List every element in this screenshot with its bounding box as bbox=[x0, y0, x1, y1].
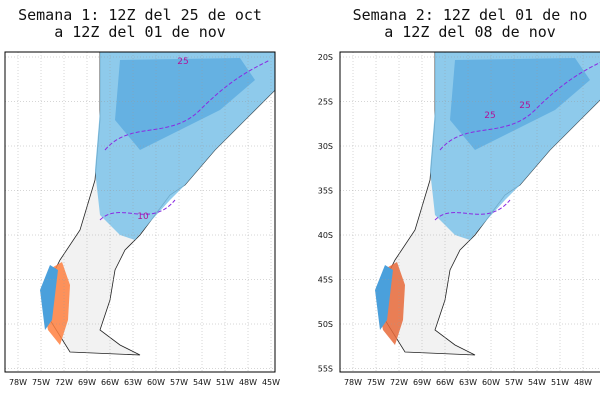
panel-title: a 12Z del 08 de nov bbox=[384, 23, 556, 41]
x-label: 78W bbox=[344, 378, 362, 387]
x-label: 69W bbox=[78, 378, 96, 387]
map-frame bbox=[339, 51, 600, 373]
y-label: 25S bbox=[318, 98, 333, 107]
map-frame bbox=[4, 51, 276, 373]
x-label: 75W bbox=[367, 378, 385, 387]
contour bbox=[99, 199, 176, 221]
contour-label: 25 bbox=[484, 111, 495, 121]
y-label: 50S bbox=[318, 320, 333, 329]
contour-label: 25 bbox=[177, 57, 188, 67]
x-label: 48W bbox=[239, 378, 257, 387]
y-label: 20S bbox=[318, 53, 333, 62]
contour bbox=[434, 199, 511, 221]
x-label: 57W bbox=[505, 378, 523, 387]
x-label: 72W bbox=[390, 378, 408, 387]
x-label: 60W bbox=[482, 378, 500, 387]
x-label: 51W bbox=[551, 378, 569, 387]
x-label: 54W bbox=[193, 378, 211, 387]
y-label: 30S bbox=[318, 142, 333, 151]
map-area bbox=[5, 52, 275, 372]
map-panel: Semana 2: 12Z del 01 de noa 12Z del 08 d… bbox=[318, 6, 600, 387]
x-label: 57W bbox=[170, 378, 188, 387]
panel-title: a 12Z del 01 de nov bbox=[54, 23, 226, 41]
contour-label: 10 bbox=[137, 212, 149, 222]
x-label: 60W bbox=[147, 378, 165, 387]
rain-patagonia-edge bbox=[375, 265, 393, 330]
map-area bbox=[340, 52, 600, 372]
x-label: 63W bbox=[459, 378, 477, 387]
rain-patagonia-edge bbox=[40, 265, 58, 330]
x-label: 48W bbox=[574, 378, 592, 387]
panel-title: Semana 2: 12Z del 01 de no bbox=[353, 6, 588, 24]
x-label: 63W bbox=[124, 378, 142, 387]
x-label: 78W bbox=[9, 378, 27, 387]
x-label: 54W bbox=[528, 378, 546, 387]
y-label: 35S bbox=[318, 187, 333, 196]
contour bbox=[104, 59, 271, 151]
x-label: 69W bbox=[413, 378, 431, 387]
x-label: 66W bbox=[101, 378, 119, 387]
contour bbox=[439, 61, 600, 151]
rain-area-dark bbox=[450, 58, 590, 150]
land-group bbox=[375, 52, 600, 356]
y-label: 40S bbox=[318, 231, 333, 240]
x-label: 45W bbox=[262, 378, 280, 387]
panel-title: Semana 1: 12Z del 25 de oct bbox=[18, 6, 262, 24]
rain-area-dark bbox=[115, 58, 255, 150]
y-label: 55S bbox=[318, 365, 333, 374]
x-label: 75W bbox=[32, 378, 50, 387]
y-label: 45S bbox=[318, 276, 333, 285]
contour-label: 25 bbox=[519, 101, 530, 111]
x-label: 51W bbox=[216, 378, 234, 387]
x-label: 66W bbox=[436, 378, 454, 387]
x-label: 72W bbox=[55, 378, 73, 387]
